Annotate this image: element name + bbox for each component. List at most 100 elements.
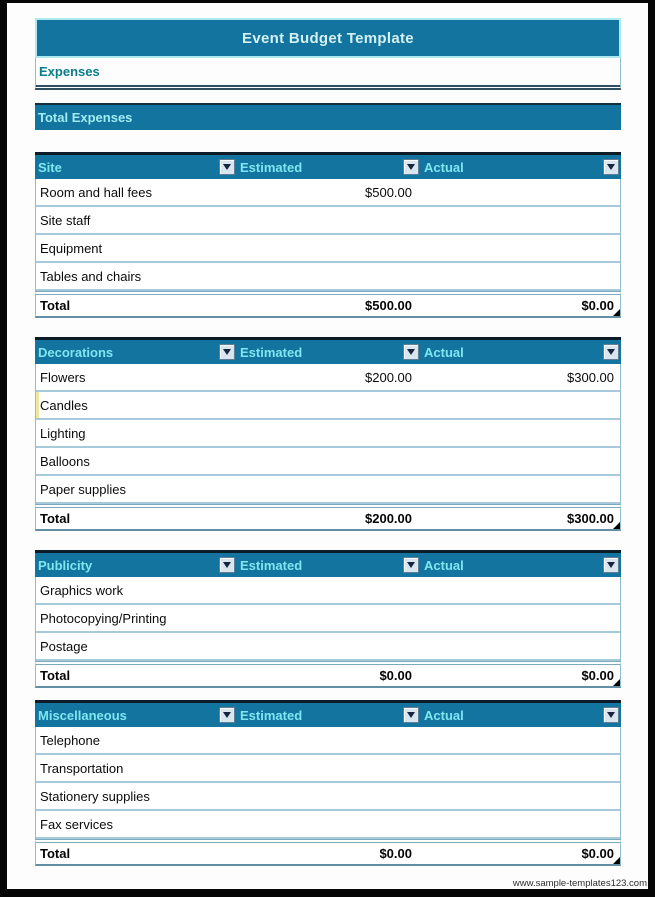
total-actual-value: $300.00: [567, 511, 614, 526]
item-label: Tables and chairs: [40, 268, 142, 284]
item-label: Flowers: [40, 369, 86, 385]
total-expenses-label: Total Expenses: [38, 110, 133, 125]
filter-dropdown-actual[interactable]: [603, 557, 619, 573]
expenses-heading: Expenses: [39, 64, 100, 79]
item-label: Stationery supplies: [40, 788, 150, 804]
table-row: Transportation: [36, 755, 620, 783]
total-estimated-value: $200.00: [365, 511, 412, 526]
item-label: Telephone: [40, 732, 100, 748]
filter-dropdown-section[interactable]: [219, 557, 235, 573]
item-label: Transportation: [40, 760, 124, 776]
estimated-column-header: Estimated: [237, 703, 421, 727]
total-label: Total: [40, 668, 71, 683]
item-label: Equipment: [40, 240, 103, 256]
estimated-column-header: Estimated: [237, 155, 421, 179]
estimated-column-header: Estimated: [237, 340, 421, 364]
filter-dropdown-section[interactable]: [219, 707, 235, 723]
actual-header-label: Actual: [424, 344, 464, 360]
expenses-heading-row: Expenses: [35, 58, 621, 90]
cell-corner-marker-icon: [613, 309, 620, 316]
estimated-value: $200.00: [365, 369, 412, 385]
chevron-down-icon: [607, 562, 615, 568]
item-label: Candles: [40, 397, 88, 413]
filter-dropdown-estimated[interactable]: [403, 159, 419, 175]
title-bar: Event Budget Template: [35, 18, 621, 58]
chevron-down-icon: [407, 349, 415, 355]
chevron-down-icon: [223, 712, 231, 718]
section-rows: Telephone Transportation Stationery supp…: [35, 727, 621, 839]
table-row: Postage: [36, 633, 620, 661]
section-name: Miscellaneous: [38, 707, 127, 723]
item-label: Photocopying/Printing: [40, 610, 167, 626]
table-row: Lighting: [36, 420, 620, 448]
total-actual-value: $0.00: [581, 298, 614, 313]
total-label: Total: [40, 511, 71, 526]
section-rows: Graphics work Photocopying/Printing Post…: [35, 577, 621, 661]
actual-header-label: Actual: [424, 707, 464, 723]
filter-dropdown-estimated[interactable]: [403, 557, 419, 573]
filter-dropdown-estimated[interactable]: [403, 344, 419, 360]
total-estimated-value: $0.00: [379, 668, 412, 683]
table-row: Graphics work: [36, 577, 620, 605]
total-estimated-value: $500.00: [365, 298, 412, 313]
actual-column-header: Actual: [421, 155, 621, 179]
actual-column-header: Actual: [421, 553, 621, 577]
filter-dropdown-actual[interactable]: [603, 707, 619, 723]
section-total-row: Total $0.00 $0.00: [35, 839, 621, 866]
budget-section: Miscellaneous Estimated Actual Telephone…: [35, 700, 621, 866]
total-label: Total: [40, 846, 71, 861]
filter-dropdown-actual[interactable]: [603, 344, 619, 360]
spacer: [35, 90, 621, 103]
section-total-row: Total $500.00 $0.00: [35, 291, 621, 318]
table-row: Equipment: [36, 235, 620, 263]
table-row: Paper supplies: [36, 476, 620, 504]
section-name: Publicity: [38, 557, 93, 573]
table-row: Site staff: [36, 207, 620, 235]
budget-section: Publicity Estimated Actual Graphics work…: [35, 550, 621, 688]
item-label: Room and hall fees: [40, 184, 153, 200]
estimated-header-label: Estimated: [240, 159, 303, 175]
actual-column-header: Actual: [421, 340, 621, 364]
chevron-down-icon: [607, 712, 615, 718]
section-header-row: Miscellaneous Estimated Actual: [35, 700, 621, 727]
table-row: Fax services: [36, 811, 620, 839]
budget-table: Event Budget Template Expenses Total Exp…: [35, 18, 621, 866]
chevron-down-icon: [407, 712, 415, 718]
filter-dropdown-section[interactable]: [219, 344, 235, 360]
section-header-row: Decorations Estimated Actual: [35, 337, 621, 364]
item-label: Paper supplies: [40, 481, 126, 497]
chevron-down-icon: [607, 164, 615, 170]
table-row: Tables and chairs: [36, 263, 620, 291]
filter-dropdown-estimated[interactable]: [403, 707, 419, 723]
section-rows: Room and hall fees $500.00 Site staff Eq…: [35, 179, 621, 291]
actual-value: $300.00: [567, 369, 614, 385]
estimated-header-label: Estimated: [240, 557, 303, 573]
total-estimated-value: $0.00: [379, 846, 412, 861]
section-total-row: Total $200.00 $300.00: [35, 504, 621, 531]
cell-corner-marker-icon: [613, 857, 620, 864]
item-label: Graphics work: [40, 582, 124, 598]
section-name-column: Site: [35, 155, 237, 179]
section-name-column: Publicity: [35, 553, 237, 577]
cell-corner-marker-icon: [613, 522, 620, 529]
chevron-down-icon: [223, 349, 231, 355]
section-rows: Flowers $200.00 $300.00 Candles Lighting…: [35, 364, 621, 504]
actual-header-label: Actual: [424, 159, 464, 175]
estimated-header-label: Estimated: [240, 344, 303, 360]
table-row: Telephone: [36, 727, 620, 755]
total-actual-value: $0.00: [581, 668, 614, 683]
filter-dropdown-section[interactable]: [219, 159, 235, 175]
budget-section: Site Estimated Actual Room and hall fees…: [35, 152, 621, 318]
table-row: Flowers $200.00 $300.00: [36, 364, 620, 392]
estimated-value: $500.00: [365, 184, 412, 200]
total-label: Total: [40, 298, 71, 313]
table-row: Balloons: [36, 448, 620, 476]
table-row: Photocopying/Printing: [36, 605, 620, 633]
chevron-down-icon: [223, 562, 231, 568]
chevron-down-icon: [407, 164, 415, 170]
chevron-down-icon: [223, 164, 231, 170]
total-expenses-bar: Total Expenses: [35, 103, 621, 130]
filter-dropdown-actual[interactable]: [603, 159, 619, 175]
item-label: Balloons: [40, 453, 90, 469]
